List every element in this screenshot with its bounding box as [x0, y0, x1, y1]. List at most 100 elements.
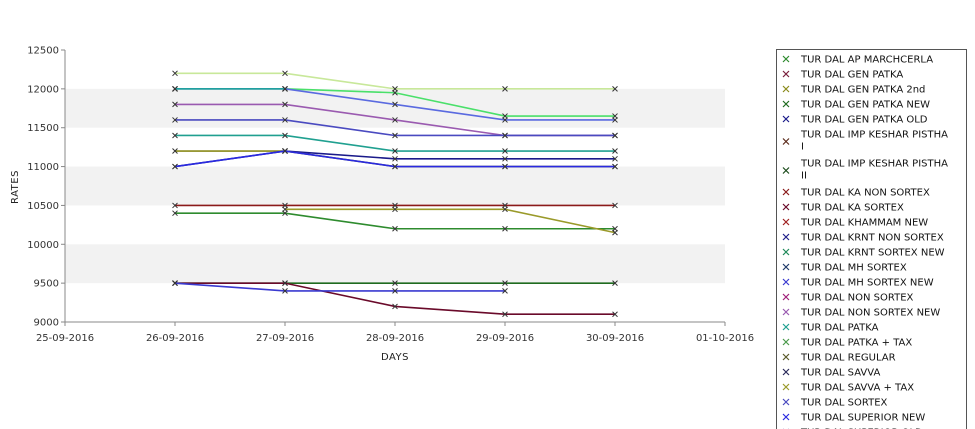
y-tick-label: 11000: [27, 162, 59, 173]
series-line: [285, 208, 616, 234]
y-tick-label: 12500: [27, 46, 59, 57]
legend-item: TUR DAL KRNT NON SORTEX: [782, 233, 944, 244]
x-tick-label: 28-09-2016: [366, 333, 424, 344]
legend-item: TUR DAL SUPERIOR OLD: [783, 428, 923, 429]
data-point: [612, 155, 618, 162]
x-axis-title: DAYS: [381, 352, 409, 363]
series: [172, 148, 618, 170]
legend-item: TUR DAL SAVVA: [782, 368, 880, 379]
data-point: [612, 117, 618, 123]
legend-item: TUR DAL KA SORTEX: [782, 203, 904, 214]
legend-marker: [782, 138, 790, 145]
legend-marker: [782, 233, 790, 241]
data-point: [502, 132, 508, 139]
legend-item: TUR DAL GEN PATKA NEW: [782, 100, 930, 111]
data-point: [612, 202, 618, 209]
data-point: [282, 206, 288, 213]
grid-band: [65, 166, 725, 206]
legend-label: TUR DAL SUPERIOR NEW: [800, 413, 925, 424]
legend-item: TUR DAL SORTEX: [782, 398, 888, 409]
data-point: [502, 155, 508, 162]
data-point: [612, 163, 618, 170]
data-point: [502, 117, 508, 123]
legend-marker: [782, 383, 790, 391]
data-point: [172, 148, 178, 154]
legend-marker: [782, 368, 790, 376]
legend-marker: [782, 203, 790, 211]
data-point: [172, 70, 178, 77]
legend-item: TUR DAL SAVVA + TAX: [782, 383, 914, 394]
data-point: [392, 148, 398, 154]
x-tick-label: 30-09-2016: [586, 333, 644, 344]
legend-marker: [782, 85, 790, 93]
data-point: [172, 132, 178, 139]
legend-marker: [782, 100, 790, 108]
legend-marker: [782, 293, 790, 301]
legend-label: TUR DAL SORTEX: [800, 398, 888, 409]
legend-item: TUR DAL NON SORTEX: [782, 293, 914, 304]
data-point: [282, 86, 288, 92]
data-point: [502, 288, 508, 294]
y-axis-title: RATES: [10, 170, 21, 204]
legend-label: TUR DAL PATKA: [800, 323, 879, 334]
series: [172, 117, 618, 139]
data-point: [172, 86, 178, 92]
legend-label: TUR DAL NON SORTEX: [800, 293, 914, 304]
series-extra: [172, 86, 288, 92]
legend-item: TUR DAL KHAMMAM NEW: [782, 218, 928, 229]
y-tick-label: 11500: [27, 123, 59, 134]
data-point: [392, 155, 398, 162]
legend-label: TUR DAL PATKA + TAX: [800, 338, 912, 349]
legend-label: TUR DAL KRNT SORTEX NEW: [800, 248, 945, 259]
legend-marker: [782, 115, 790, 123]
data-point: [392, 303, 398, 310]
legend-item: TUR DAL IMP KESHAR PISTHA I: [782, 130, 948, 153]
data-point: [172, 101, 178, 108]
data-point: [612, 132, 618, 139]
x-tick-label: 01-10-2016: [696, 333, 754, 344]
data-point: [282, 117, 288, 123]
data-point: [612, 311, 618, 318]
series-line: [175, 212, 615, 230]
data-point: [392, 288, 398, 294]
data-point: [282, 288, 288, 294]
legend-item: TUR DAL KA NON SORTEX: [782, 188, 930, 199]
legend-marker: [782, 323, 790, 331]
data-point: [502, 148, 508, 154]
legend-item: TUR DAL AP MARCHCERLA: [782, 55, 933, 66]
x-tick-label: 25-09-2016: [36, 333, 94, 344]
legend-item: TUR DAL SUPERIOR NEW: [782, 413, 925, 424]
legend-label: TUR DAL MH SORTEX NEW: [800, 278, 934, 289]
legend-label: TUR DAL MH SORTEX: [800, 263, 907, 274]
data-point: [282, 132, 288, 139]
legend-label: TUR DAL AP MARCHCERLA: [800, 55, 933, 66]
data-point: [502, 163, 508, 170]
series: [172, 280, 618, 318]
legend-label: TUR DAL SAVVA + TAX: [800, 383, 914, 394]
legend-marker: [782, 218, 790, 226]
legend-marker: [782, 398, 790, 406]
legend-item: TUR DAL PATKA: [782, 323, 879, 334]
data-point: [172, 163, 178, 170]
series-line: [175, 72, 615, 90]
series: [172, 280, 508, 294]
data-point: [502, 280, 508, 286]
legend-item: TUR DAL PATKA + TAX: [782, 338, 912, 349]
legend-marker: [782, 413, 790, 421]
data-point: [612, 229, 618, 236]
data-point: [172, 280, 178, 286]
x-tick-label: 27-09-2016: [256, 333, 314, 344]
legend-marker: [782, 248, 790, 256]
legend-label: TUR DAL IMP KESHAR PISTHA I: [800, 130, 948, 153]
series-line: [175, 134, 615, 152]
series-lines: [172, 70, 618, 318]
data-point: [502, 206, 508, 213]
x-tick-labels: 25-09-2016 26-09-2016 27-09-2016 28-09-2016…: [36, 322, 754, 344]
x-tick-label: 29-09-2016: [476, 333, 534, 344]
data-point: [392, 206, 398, 213]
data-point: [612, 280, 618, 286]
legend-item: TUR DAL IMP KESHAR PISTHA II: [782, 159, 948, 182]
legend-label: TUR DAL SAVVA: [800, 368, 880, 379]
series: [172, 202, 618, 209]
